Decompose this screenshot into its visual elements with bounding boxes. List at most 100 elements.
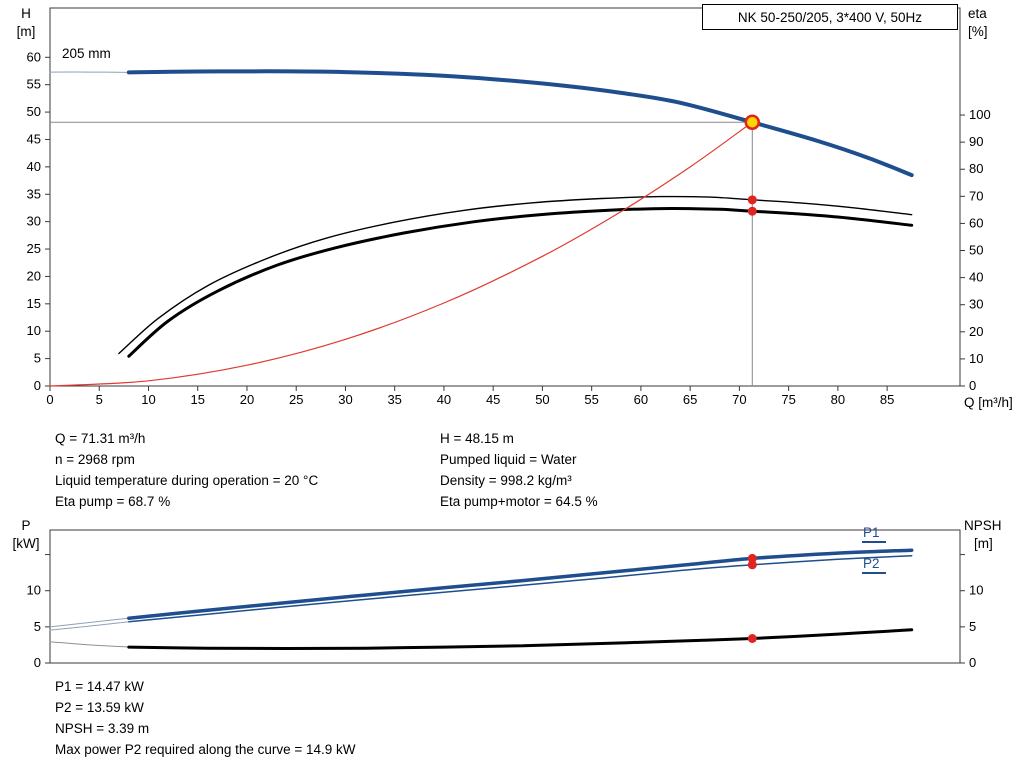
x-tick-label: 5 xyxy=(96,392,103,407)
p2-extension xyxy=(49,621,130,631)
y-right-tick-label: 70 xyxy=(969,188,983,203)
y-right-tick-label: 60 xyxy=(969,215,983,230)
operating-point xyxy=(744,114,761,130)
y-right-tick-label: 80 xyxy=(969,161,983,176)
x-tick-label: 15 xyxy=(190,392,204,407)
y-left-tick-label: 30 xyxy=(27,214,41,229)
power-axis-unit: [kW] xyxy=(12,536,40,551)
x-tick-label: 30 xyxy=(338,392,352,407)
power-npsh-chart: 0 5 10 0 5 10 xyxy=(27,529,983,670)
eta-pump-motor-point xyxy=(747,206,757,216)
p2-curve-label: P2 xyxy=(862,556,886,574)
plot-border xyxy=(49,529,961,664)
x-tick-label: 85 xyxy=(880,392,894,407)
y-right-tick-label: 5 xyxy=(969,619,976,634)
system-curve xyxy=(49,121,753,387)
qh-efficiency-chart: 0 5 10 15 20 25 30 35 40 45 50 55 60 65 70 75 80 85 0 5 10 15… xyxy=(27,7,991,407)
p1-extension xyxy=(49,617,130,628)
plot-border xyxy=(49,7,961,387)
info-eta-pump-motor: Eta pump+motor = 64.5 % xyxy=(440,494,598,509)
y-left-tick-label: 20 xyxy=(27,268,41,283)
result-p2: P2 = 13.59 kW xyxy=(55,700,144,715)
p2-curve xyxy=(128,554,913,623)
p1-curve xyxy=(127,548,914,620)
x-tick-label: 45 xyxy=(486,392,500,407)
info-liquid-temperature: Liquid temperature during operation = 20… xyxy=(55,473,319,488)
x-tick-label: 60 xyxy=(634,392,648,407)
npsh-extension xyxy=(49,641,130,648)
y-left-tick-label: 45 xyxy=(27,131,41,146)
y-left-tick-label: 15 xyxy=(27,296,41,311)
pump-title-box: NK 50-250/205, 3*400 V, 50Hz xyxy=(702,4,958,30)
result-max-power: Max power P2 required along the curve = … xyxy=(55,742,356,757)
flow-axis-title: Q [m³/h] xyxy=(964,395,1013,410)
info-head: H = 48.15 m xyxy=(440,431,514,446)
x-tick-label: 40 xyxy=(437,392,451,407)
eta-pump-curve xyxy=(118,195,913,355)
head-axis-unit: [m] xyxy=(16,24,36,39)
head-axis-symbol: H xyxy=(21,6,31,21)
x-tick-label: 35 xyxy=(387,392,401,407)
y-left-tick-label: 25 xyxy=(27,241,41,256)
head-axis-title: H [m] xyxy=(4,5,48,41)
y-right-tick-label: 30 xyxy=(969,297,983,312)
y-right-tick-label: 0 xyxy=(969,378,976,393)
y-left-tick-label: 40 xyxy=(27,159,41,174)
npsh-axis-title: NPSH [m] xyxy=(964,517,1002,553)
x-tick-label: 50 xyxy=(535,392,549,407)
y-left-tick-label: 60 xyxy=(27,49,41,64)
y-right-tick-label: 40 xyxy=(969,270,983,285)
y-right-tick-label: 20 xyxy=(969,324,983,339)
duty-info-right-column: H = 48.15 m Pumped liquid = Water Densit… xyxy=(440,428,598,512)
result-p1: P1 = 14.47 kW xyxy=(55,679,144,694)
x-tick-label: 75 xyxy=(781,392,795,407)
y-left-tick-label: 10 xyxy=(27,583,41,598)
eta-axis-title: eta [%] xyxy=(968,5,988,41)
y-left-tick-label: 10 xyxy=(27,323,41,338)
y-left-tick-label: 35 xyxy=(27,186,41,201)
x-tick-label: 65 xyxy=(683,392,697,407)
result-npsh: NPSH = 3.39 m xyxy=(55,721,150,736)
info-speed: n = 2968 rpm xyxy=(55,452,135,467)
y-left-tick-label: 50 xyxy=(27,104,41,119)
impeller-diameter-label: 205 mm xyxy=(62,46,111,61)
y-left-tick-label: 5 xyxy=(34,351,41,366)
npsh-point xyxy=(747,633,757,643)
p1-point xyxy=(747,553,757,563)
duty-info-left-column: Q = 71.31 m³/h n = 2968 rpm Liquid tempe… xyxy=(55,428,318,512)
y-left-tick-label: 5 xyxy=(34,619,41,634)
npsh-axis-symbol: NPSH xyxy=(964,518,1002,533)
p2-point xyxy=(747,560,757,570)
info-pumped-liquid: Pumped liquid = Water xyxy=(440,452,577,467)
eta-pump-motor-curve xyxy=(127,206,914,358)
power-axis-symbol: P xyxy=(21,518,31,533)
results-block: P1 = 14.47 kW P2 = 13.59 kW NPSH = 3.39 … xyxy=(55,676,356,760)
power-axis-title: P [kW] xyxy=(4,517,48,553)
y-right-tick-label: 90 xyxy=(969,134,983,149)
y-right-tick-label: 50 xyxy=(969,243,983,258)
p1-curve-label: P1 xyxy=(862,525,886,543)
y-left-tick-label: 0 xyxy=(34,655,41,670)
eta-pump-point xyxy=(747,195,757,205)
head-curve xyxy=(126,69,914,178)
y-left-tick-label: 0 xyxy=(34,378,41,393)
npsh-curve xyxy=(127,628,914,650)
x-tick-label: 20 xyxy=(240,392,254,407)
y-right-tick-label: 0 xyxy=(969,655,976,670)
y-left-tick-label: 55 xyxy=(27,77,41,92)
y-right-tick-label: 100 xyxy=(969,107,991,122)
eta-axis-unit: [%] xyxy=(968,24,988,39)
x-tick-label: 0 xyxy=(46,392,53,407)
y-right-tick-label: 10 xyxy=(969,583,983,598)
info-density: Density = 998.2 kg/m³ xyxy=(440,473,572,488)
eta-axis-symbol: eta xyxy=(968,6,987,21)
x-tick-label: 80 xyxy=(831,392,845,407)
x-tick-label: 55 xyxy=(584,392,598,407)
y-right-tick-label: 10 xyxy=(969,351,983,366)
x-tick-label: 25 xyxy=(289,392,303,407)
npsh-axis-unit: [m] xyxy=(974,536,993,551)
x-tick-label: 10 xyxy=(141,392,155,407)
x-tick-label: 70 xyxy=(732,392,746,407)
info-eta-pump: Eta pump = 68.7 % xyxy=(55,494,171,509)
info-flow: Q = 71.31 m³/h xyxy=(55,431,146,446)
